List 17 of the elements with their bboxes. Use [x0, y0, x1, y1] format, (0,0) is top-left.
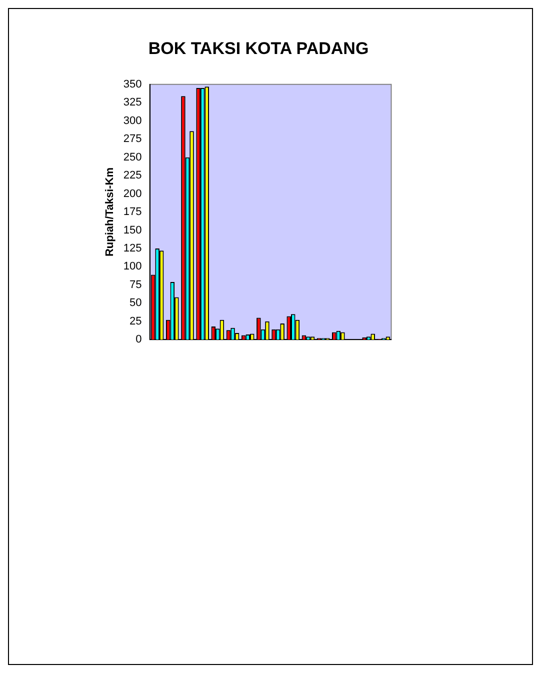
y-tick-label: 275	[123, 133, 142, 146]
y-tick-label: 75	[130, 278, 142, 291]
y-tick-label: 50	[130, 297, 142, 310]
y-tick-label: 250	[123, 151, 142, 164]
y-tick-label: 300	[123, 114, 142, 127]
y-tick-label: 150	[123, 224, 142, 236]
chart-title: BOK TAKSI KOTA PADANG	[148, 38, 369, 58]
y-axis-title: Rupiah/Taksi-Km	[104, 167, 116, 257]
y-tick-label: 350	[123, 78, 142, 90]
y-tick-label: 0	[136, 334, 142, 346]
y-tick-label: 225	[123, 170, 142, 182]
y-tick-label: 325	[123, 96, 142, 109]
y-tick-label: 175	[123, 206, 142, 218]
y-tick-label: 100	[123, 260, 142, 273]
y-tick-label: 25	[130, 315, 142, 328]
y-tick-label: 125	[123, 242, 142, 254]
y-tick-label: 200	[123, 188, 142, 200]
